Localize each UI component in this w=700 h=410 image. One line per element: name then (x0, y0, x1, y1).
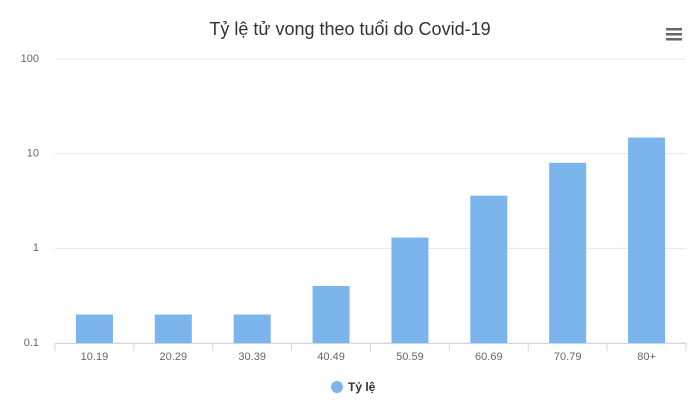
x-tick-label: 20.29 (160, 351, 188, 363)
bar[interactable] (233, 314, 271, 343)
x-tick-label: 10.19 (81, 351, 109, 363)
x-tick-label: 70.79 (554, 351, 582, 363)
bar[interactable] (628, 137, 666, 343)
x-tick-label: 80+ (637, 351, 656, 363)
y-tick-label: 10 (27, 148, 39, 160)
chart-title: Tỷ lệ tử vong theo tuổi do Covid-19 (209, 19, 490, 39)
x-tick-label: 50.59 (396, 351, 424, 363)
menu-bar (666, 33, 682, 36)
bar[interactable] (470, 195, 508, 343)
menu-bar (666, 38, 682, 41)
bar[interactable] (549, 162, 587, 343)
x-tick-label: 60.69 (475, 351, 503, 363)
y-tick-label: 1 (33, 242, 39, 254)
bar[interactable] (391, 237, 429, 343)
legend-label[interactable]: Tỷ lệ (348, 380, 376, 394)
x-tick-label: 30.39 (238, 351, 266, 363)
x-tick-label: 40.49 (317, 351, 345, 363)
menu-button[interactable] (666, 28, 682, 41)
bar[interactable] (154, 314, 192, 343)
bar[interactable] (75, 314, 113, 343)
y-tick-label: 100 (21, 53, 39, 65)
y-tick-label: 0.1 (24, 337, 39, 349)
legend-marker[interactable] (331, 381, 343, 393)
bar[interactable] (312, 286, 350, 343)
menu-bar (666, 28, 682, 31)
